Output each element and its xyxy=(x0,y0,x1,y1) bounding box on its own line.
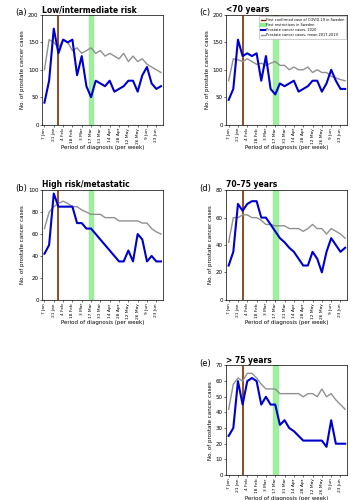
Bar xyxy=(273,190,278,300)
Bar xyxy=(89,15,93,124)
Y-axis label: No. of prostate cancer cases: No. of prostate cancer cases xyxy=(208,206,213,284)
X-axis label: Period of diagnosis (per week): Period of diagnosis (per week) xyxy=(245,496,329,500)
Text: High risk/metastatic: High risk/metastatic xyxy=(42,180,130,190)
Text: <70 years: <70 years xyxy=(226,5,270,14)
Bar xyxy=(89,190,93,300)
Bar xyxy=(273,366,278,475)
X-axis label: Period of diagnosis (per week): Period of diagnosis (per week) xyxy=(245,320,329,326)
Text: (e): (e) xyxy=(200,359,211,368)
X-axis label: Period of diagnosis (per week): Period of diagnosis (per week) xyxy=(245,146,329,150)
X-axis label: Period of diagnosis (per week): Period of diagnosis (per week) xyxy=(61,146,144,150)
Text: (a): (a) xyxy=(15,8,27,18)
Y-axis label: No. of prostate cancer cases: No. of prostate cancer cases xyxy=(20,206,25,284)
Y-axis label: No. of prostate cancer cases: No. of prostate cancer cases xyxy=(20,30,25,109)
Text: (b): (b) xyxy=(15,184,27,192)
X-axis label: Period of diagnosis (per week): Period of diagnosis (per week) xyxy=(61,320,144,326)
Text: Low/intermediate risk: Low/intermediate risk xyxy=(42,5,137,14)
Y-axis label: No. of prostate cancer cases: No. of prostate cancer cases xyxy=(208,381,213,460)
Text: (d): (d) xyxy=(200,184,212,192)
Legend: First confirmed case of COVID-19 in Sweden, First restrictions in Sweden, Prosta: First confirmed case of COVID-19 in Swed… xyxy=(259,16,346,38)
Bar xyxy=(273,15,278,124)
Y-axis label: No. of prostate cancer cases: No. of prostate cancer cases xyxy=(205,30,210,109)
Text: (c): (c) xyxy=(200,8,211,18)
Text: > 75 years: > 75 years xyxy=(226,356,272,364)
Text: 70–75 years: 70–75 years xyxy=(226,180,278,190)
